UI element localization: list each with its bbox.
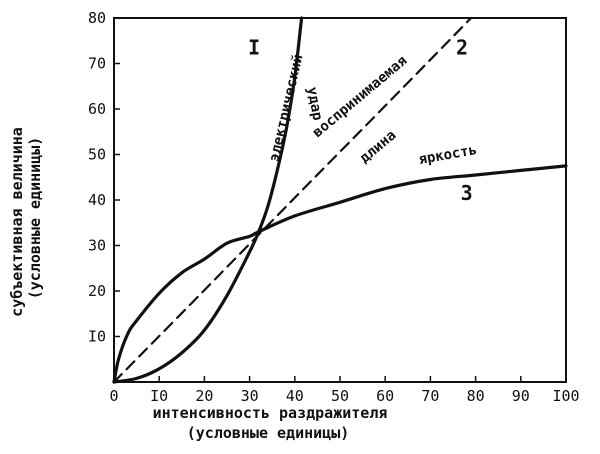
x-tick-label: 0	[109, 387, 118, 405]
series-line-3	[112, 164, 568, 384]
annotation-7: 2	[456, 35, 468, 59]
y-tick-label: 60	[88, 100, 106, 118]
x-tick-label: 70	[421, 387, 439, 405]
series-layer	[112, 16, 568, 384]
x-tick-label: I00	[552, 387, 579, 405]
y-axis-title: субъективная величина	[8, 127, 26, 317]
y-axis-subtitle: (условные единицы)	[26, 137, 44, 300]
x-axis-title: интенсивность раздражителя	[153, 404, 388, 422]
x-tick-label: 50	[331, 387, 349, 405]
ticks-layer: 0 I0 20 30 40 50 60 70 80 90 I00 I0 20 30 40 50 60 70 80	[88, 9, 580, 405]
x-axis-subtitle: (условные единицы)	[187, 424, 350, 442]
annotation-2: удар	[304, 86, 326, 122]
x-tick-label: 60	[376, 387, 394, 405]
y-tick-label: 30	[88, 237, 106, 255]
y-tick-label: 70	[88, 55, 106, 73]
annotation-8: 3	[461, 181, 473, 205]
y-tick-label: I0	[88, 328, 106, 346]
plot-area	[113, 17, 567, 383]
series-line-2	[112, 16, 473, 384]
y-tick-label: 40	[88, 191, 106, 209]
annotation-4: длина	[357, 127, 400, 166]
series-line-1	[112, 16, 304, 384]
y-tick-label: 20	[88, 282, 106, 300]
x-tick-label: 80	[467, 387, 485, 405]
x-tick-label: I0	[150, 387, 168, 405]
y-tick-label: 80	[88, 9, 106, 27]
x-tick-label: 30	[241, 387, 259, 405]
annotation-6: I	[248, 35, 260, 59]
annotation-1: электрический	[266, 53, 306, 163]
x-tick-label: 90	[512, 387, 530, 405]
y-tick-label: 50	[88, 146, 106, 164]
annotation-5: яркость	[417, 142, 478, 168]
plot-frame	[113, 17, 567, 383]
x-tick-label: 20	[195, 387, 213, 405]
x-tick-label: 40	[286, 387, 304, 405]
